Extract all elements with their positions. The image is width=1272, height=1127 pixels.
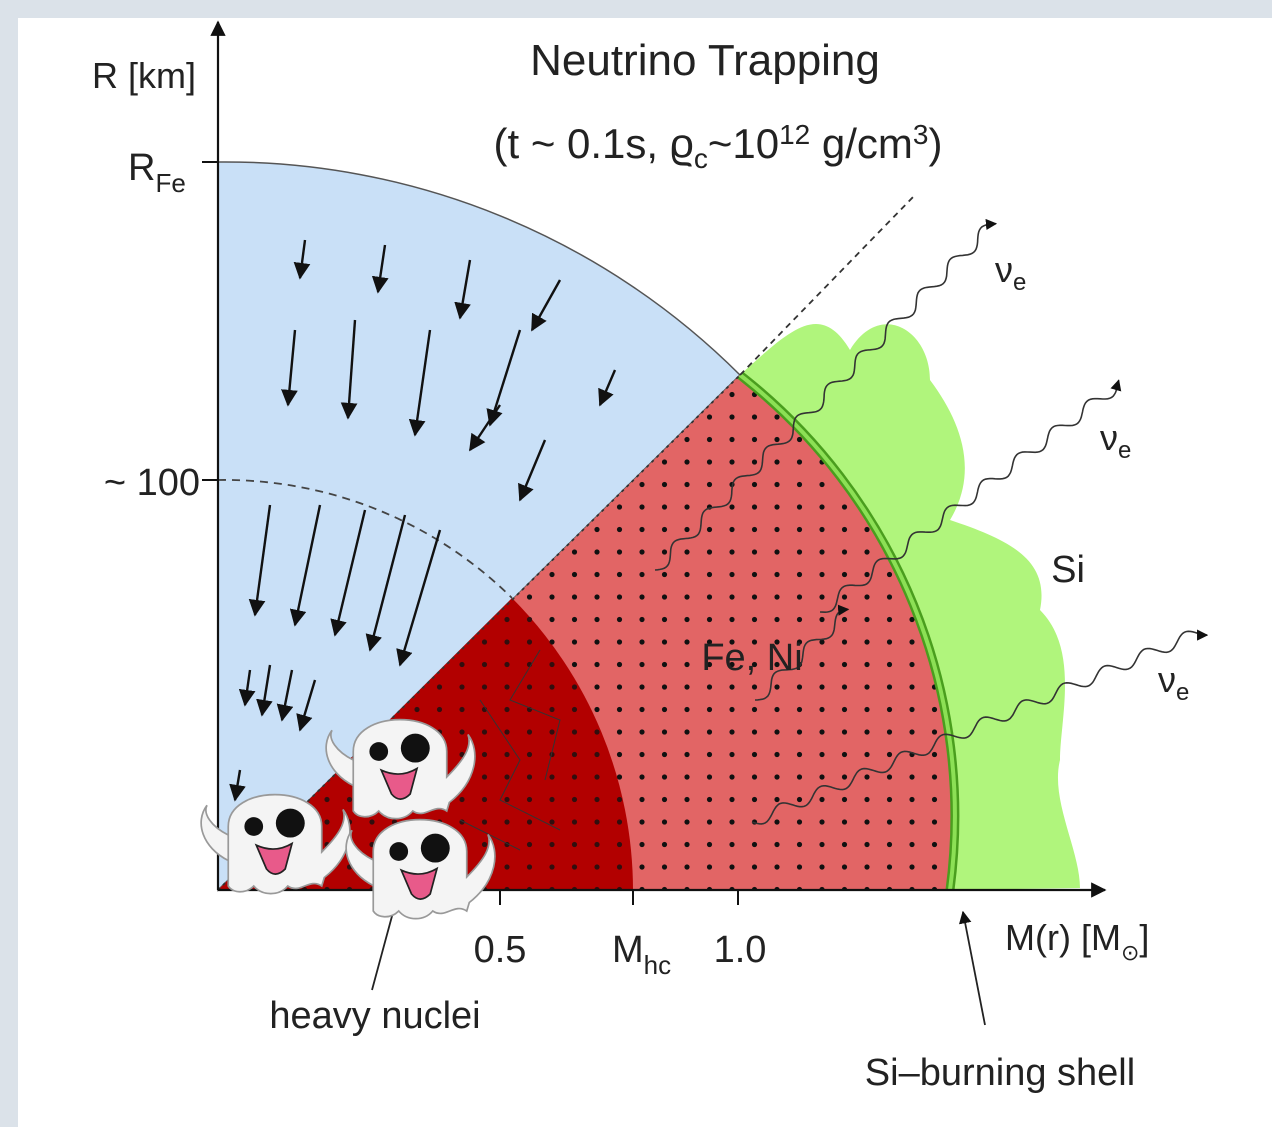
diagram: Neutrino Trapping (t ~ 0.1s, ϱc~1012 g/c… [0,0,1272,1127]
tick-sub: hc [644,950,671,980]
ghost-eye [244,817,263,836]
nu-sub: e [1118,437,1131,464]
heavy-nuclei-label: heavy nuclei [269,995,480,1037]
nu-sub: e [1176,679,1189,706]
title: Neutrino Trapping [530,36,880,85]
x-tick-label: 0.5 [474,929,527,971]
subtitle-part: g/cm [810,120,913,167]
subtitle-part: (t ~ 0.1s, ϱ [494,120,694,167]
nu: ν [995,249,1013,290]
ghost-eye [389,842,408,861]
ghost-eye [276,809,305,838]
subtitle-sup: 3 [913,119,929,150]
label-main: M(r) [M [1005,917,1121,958]
subtitle-part: ~10 [708,120,779,167]
ghost-eye [421,834,450,863]
tick-main: M [612,929,644,971]
tick-sub: Fe [155,168,185,198]
page: Neutrino Trapping (t ~ 0.1s, ϱc~1012 g/c… [0,0,1272,1127]
ghost-eye [401,734,430,763]
nu-sub: e [1013,269,1026,296]
x-tick-label: 1.0 [714,929,767,971]
label-sub: ⊙ [1121,940,1139,965]
nu: ν [1100,417,1118,458]
subtitle-sub: c [694,143,708,174]
y-tick-label: ~ 100 [104,462,200,504]
y-axis-label: R [km] [92,55,196,96]
si-label: Si [1051,549,1085,591]
nu: ν [1158,659,1176,700]
subtitle-sup: 12 [779,119,810,150]
tick-main: R [128,147,155,189]
label-end: ] [1139,917,1149,958]
ghost-eye [369,742,388,761]
core-label: Fe, Ni [701,637,802,679]
subtitle: (t ~ 0.1s, ϱc~1012 g/cm3) [494,119,943,174]
shell-label: Si–burning shell [865,1052,1135,1094]
subtitle-part: ) [928,120,942,167]
